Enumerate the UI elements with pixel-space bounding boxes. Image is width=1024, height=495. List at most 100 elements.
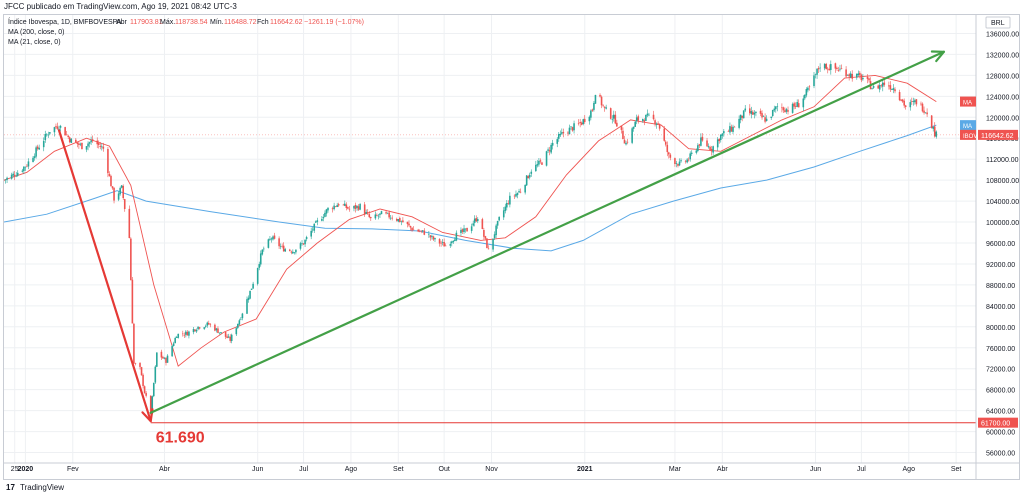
candle-up bbox=[924, 112, 927, 114]
candle-up bbox=[892, 84, 895, 94]
candle-body bbox=[110, 176, 112, 187]
candle-up bbox=[516, 192, 519, 199]
candle-body bbox=[631, 128, 633, 143]
candle-down bbox=[759, 108, 762, 117]
candle-up bbox=[269, 236, 271, 241]
legend-low-value: 116488.72 bbox=[224, 19, 257, 26]
legend-open-value: 117903.81 bbox=[130, 19, 163, 26]
candle-up bbox=[44, 130, 47, 143]
candle-up bbox=[550, 142, 552, 155]
candle-body bbox=[860, 74, 863, 81]
candle-body bbox=[417, 229, 419, 232]
candle-body bbox=[342, 204, 345, 206]
candle-up bbox=[582, 118, 585, 126]
candle-body bbox=[250, 288, 253, 290]
candle-up bbox=[881, 79, 884, 92]
candle-down bbox=[901, 98, 904, 103]
candle-body bbox=[759, 110, 762, 114]
candle-down bbox=[354, 202, 357, 213]
candle-body bbox=[313, 223, 316, 231]
candle-body bbox=[802, 98, 805, 108]
candle-body bbox=[79, 143, 82, 145]
candle-up bbox=[594, 94, 597, 104]
candle-body bbox=[866, 76, 869, 79]
candle-up bbox=[891, 88, 893, 91]
candle-body bbox=[238, 320, 241, 325]
candle-up bbox=[188, 330, 190, 339]
candle-body bbox=[252, 283, 254, 289]
candle-down bbox=[366, 209, 369, 215]
candle-body bbox=[498, 216, 500, 221]
candle-body bbox=[130, 238, 132, 281]
candle-up bbox=[292, 249, 294, 254]
legend-high-label: Máx. bbox=[160, 19, 175, 26]
candle-body bbox=[258, 264, 261, 268]
candle-down bbox=[122, 184, 125, 201]
candle-body bbox=[718, 138, 721, 142]
candle-body bbox=[434, 238, 436, 240]
candle-body bbox=[331, 208, 334, 210]
x-tick-label: Jul bbox=[299, 466, 308, 473]
candle-down bbox=[794, 102, 797, 109]
candle-body bbox=[311, 229, 314, 231]
candle-body bbox=[334, 206, 337, 208]
y-tick-label: 136000.00 bbox=[986, 31, 1019, 38]
candle-down bbox=[91, 135, 94, 143]
price-tag: MA bbox=[960, 96, 976, 107]
candle-up bbox=[612, 110, 615, 122]
candle-up bbox=[449, 241, 452, 248]
candle-down bbox=[539, 158, 542, 164]
candle-down bbox=[483, 227, 485, 240]
x-tick-label: Abr bbox=[159, 466, 171, 473]
candle-down bbox=[78, 142, 80, 149]
y-tick-label: 56000.00 bbox=[986, 451, 1015, 458]
candle-body bbox=[793, 103, 795, 107]
candle-up bbox=[45, 133, 48, 137]
candle-body bbox=[749, 108, 751, 114]
candle-body bbox=[577, 123, 580, 124]
candle-body bbox=[823, 63, 826, 69]
candle-body bbox=[504, 206, 507, 211]
candle-body bbox=[871, 88, 873, 90]
candle-down bbox=[825, 62, 828, 70]
chart-frame[interactable]: 61.690 56000.00 60000.00 64000.00 68000.00 7… bbox=[3, 14, 1020, 480]
tradingview-logo-icon[interactable]: 17 bbox=[6, 483, 15, 492]
candle-body bbox=[909, 102, 912, 108]
candle-up bbox=[568, 124, 571, 135]
candle-body bbox=[374, 214, 377, 219]
candle-body bbox=[65, 134, 68, 136]
candle-down bbox=[923, 106, 925, 115]
candle-up bbox=[742, 110, 745, 119]
candle-body bbox=[353, 205, 355, 209]
candle-body bbox=[68, 137, 71, 143]
candle-body bbox=[935, 131, 938, 137]
candle-up bbox=[325, 208, 328, 217]
candle-body bbox=[450, 241, 453, 244]
candle-body bbox=[172, 343, 175, 347]
tradingview-brand[interactable]: TradingView bbox=[20, 483, 65, 492]
candle-down bbox=[113, 187, 115, 204]
price-chart[interactable]: 61.690 56000.00 60000.00 64000.00 68000.00 7… bbox=[4, 15, 1019, 479]
candle-body bbox=[774, 106, 777, 110]
candle-body bbox=[4, 179, 7, 181]
candle-up bbox=[27, 158, 30, 170]
candle-down bbox=[142, 373, 144, 389]
candle-down bbox=[281, 243, 283, 249]
candle-up bbox=[645, 114, 647, 122]
candle-up bbox=[359, 202, 361, 211]
candle-down bbox=[868, 77, 870, 83]
candle-body bbox=[677, 163, 679, 166]
candle-body bbox=[857, 73, 860, 76]
candle-body bbox=[314, 221, 317, 223]
candle-body bbox=[53, 127, 56, 133]
y-tick-label: 104000.00 bbox=[986, 199, 1019, 206]
candle-down bbox=[444, 243, 447, 247]
price-tag: MA bbox=[960, 120, 976, 131]
candle-up bbox=[535, 160, 537, 172]
candle-body bbox=[224, 331, 227, 337]
x-tick-label: 2021 bbox=[577, 466, 593, 473]
candle-up bbox=[21, 168, 24, 173]
x-tick-label: Mar bbox=[669, 466, 682, 473]
candle-up bbox=[299, 241, 302, 251]
candle-down bbox=[484, 235, 487, 241]
